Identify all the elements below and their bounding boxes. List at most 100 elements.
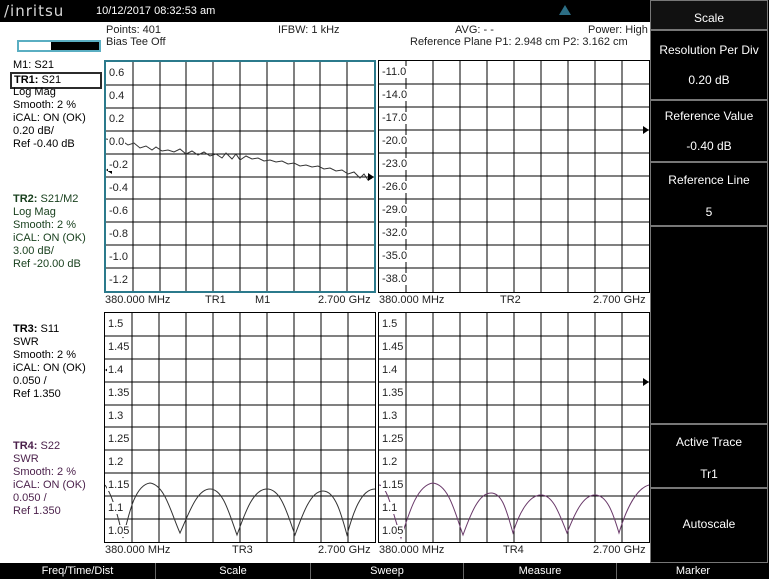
menu-measure[interactable]: Measure [463,563,616,579]
plot-tr4-ytick-7: 1.15 [381,479,405,491]
plot-tr1-marker-label: M1 [255,294,271,306]
resolution-per-div-button[interactable]: Resolution Per Div 0.20 dB [650,30,768,100]
trace-tr3-scale: 0.050 / [13,375,47,387]
plot-tr2-xstart: 380.000 MHz [379,294,445,306]
plot-tr1-label: TR1 [205,294,226,306]
trace-tr4-param: S22 [40,440,61,452]
trace-tr3-line [105,482,375,539]
plot-tr1-ytick-9: -1.2 [108,274,129,286]
reference-line-label: Reference Line [668,173,750,187]
trace-tr2-smooth: Smooth: 2 % [13,219,76,231]
brand-logo: /inritsu [4,2,65,20]
trace-tr3-ical: iCAL: ON (OK) [13,362,86,374]
autoscale-button[interactable]: Autoscale [650,488,768,563]
plot-tr1-ytick-8: -1.0 [108,251,129,263]
plot-tr4-ytick-3: 1.35 [381,387,405,399]
trace-tr1-smooth: Smooth: 2 % [13,99,76,111]
plot-tr3-ytick-8: 1.1 [107,502,125,514]
trace-tr1-info: Log Mag Smooth: 2 % iCAL: ON (OK) 0.20 d… [13,86,86,151]
plot-tr2-grid [379,61,649,292]
plot-tr4-ytick-4: 1.3 [381,410,399,422]
plot-tr4-ytick-8: 1.1 [381,502,399,514]
plot-tr1-ytick-1: 0.4 [108,90,126,102]
plot-tr4-grid [379,313,649,542]
ref-line-marker-right-icon [368,173,374,181]
plot-tr2-ytick-1: -14.0 [381,89,409,101]
active-trace-label: Active Trace [675,435,743,449]
plot-tr2[interactable]: -11.0 -14.0 -17.0 -20.0 -23.0 -26.0 -29.… [378,60,650,293]
trace-tr3-name: TR3: [13,323,38,335]
points-count: Points: 401 [106,24,162,36]
trace-tr4-info[interactable]: TR4: S22 SWR Smooth: 2 % iCAL: ON (OK) 0… [13,440,86,518]
resolution-per-div-label: Resolution Per Div [659,43,759,57]
plot-tr3-ytick-5: 1.25 [107,433,131,445]
active-trace-button[interactable]: Active Trace Tr1 [650,424,768,488]
plot-tr1-grid [106,62,374,291]
menu-freq-time-dist[interactable]: Freq/Time/Dist [41,565,114,577]
plot-tr4-xstart: 380.000 MHz [379,544,445,556]
reference-line-value: 5 [705,205,713,219]
plot-tr3-grid [105,313,375,542]
trace-tr1-selector[interactable]: TR1: S21 [10,72,102,89]
plot-tr4-ytick-6: 1.2 [381,456,399,468]
plot-tr2-ytick-0: -11.0 [381,66,408,78]
plot-tr4-ytick-5: 1.25 [381,433,405,445]
trace-tr1-ref: Ref -0.40 dB [13,138,75,150]
plot-tr3-xstop: 2.700 GHz [318,544,371,556]
trace-tr2-ical: iCAL: ON (OK) [13,232,86,244]
trace-tr2-name: TR2: [13,193,38,205]
plot-tr2-ytick-3: -20.0 [381,135,409,147]
ref-line-marker-right-icon [643,378,649,386]
trace-tr3-format: SWR [13,336,39,348]
trace-tr2-param: S21/M2 [40,193,79,205]
datetime: 10/12/2017 08:32:53 am [96,5,216,17]
avg-value: AVG: - - [455,24,494,36]
reference-value-label: Reference Value [664,109,754,123]
plot-tr2-ytick-4: -23.0 [381,158,409,170]
plot-tr3[interactable]: 1.5 1.45 1.4 1.35 1.3 1.25 1.2 1.15 1.1 … [104,312,376,543]
plot-tr3-ytick-9: 1.05 [107,525,131,537]
trace-tr4-format: SWR [13,453,39,465]
power-level: Power: High [588,24,648,36]
plot-tr1[interactable]: 0.6 0.4 0.2 0.0 -0.2 -0.4 -0.6 -0.8 -1.0… [104,60,376,293]
trace-tr4-ref: Ref 1.350 [13,505,61,517]
plot-tr1-ytick-0: 0.6 [108,67,126,79]
trace-tr2-info[interactable]: TR2: S21/M2 Log Mag Smooth: 2 % iCAL: ON… [13,193,86,271]
plot-tr1-xstop: 2.700 GHz [318,294,371,306]
bottom-menu-bar [0,563,769,579]
marker-m1-label: M1: S21 [13,59,54,71]
plot-tr4-xstop: 2.700 GHz [593,544,646,556]
plot-tr1-ytick-2: 0.2 [108,113,126,125]
trace-tr1-scale: 0.20 dB/ [13,125,54,137]
plot-tr1-ytick-5: -0.4 [108,182,129,194]
plot-tr2-ytick-5: -26.0 [381,181,409,193]
plot-tr3-ytick-3: 1.35 [107,387,131,399]
plot-tr3-ytick-2: 1.4 [107,364,125,376]
menu-scale[interactable]: Scale [155,563,310,579]
trace-tr4-smooth: Smooth: 2 % [13,466,76,478]
plot-tr3-xstart: 380.000 MHz [105,544,171,556]
reference-line-button[interactable]: Reference Line 5 [650,162,768,226]
plot-tr2-xstop: 2.700 GHz [593,294,646,306]
plot-tr3-ytick-0: 1.5 [107,318,125,330]
alert-triangle-icon [559,5,571,15]
reference-value-button[interactable]: Reference Value -0.40 dB [650,100,768,162]
plot-tr4[interactable]: 1.5 1.45 1.4 1.35 1.3 1.25 1.2 1.15 1.1 … [378,312,650,543]
plot-tr2-label: TR2 [500,294,521,306]
trace-tr3-info[interactable]: TR3: S11 SWR Smooth: 2 % iCAL: ON (OK) 0… [13,323,86,401]
menu-marker[interactable]: Marker [616,563,769,579]
trace-tr3-ref: Ref 1.350 [13,388,61,400]
trace-tr4-ical: iCAL: ON (OK) [13,479,86,491]
battery-icon [17,40,101,52]
resolution-per-div-value: 0.20 dB [688,73,730,87]
plot-tr4-ytick-2: 1.4 [381,364,399,376]
plot-tr1-ytick-3: 0.0 [108,136,126,148]
plot-tr4-label: TR4 [503,544,524,556]
trace-tr1-line [106,138,373,181]
active-trace-value: Tr1 [700,467,718,481]
menu-sweep[interactable]: Sweep [310,563,463,579]
plot-tr3-ytick-7: 1.15 [107,479,131,491]
plot-tr4-ytick-1: 1.45 [381,341,405,353]
plot-tr1-xstart: 380.000 MHz [105,294,171,306]
plot-tr1-ytick-7: -0.8 [108,228,129,240]
